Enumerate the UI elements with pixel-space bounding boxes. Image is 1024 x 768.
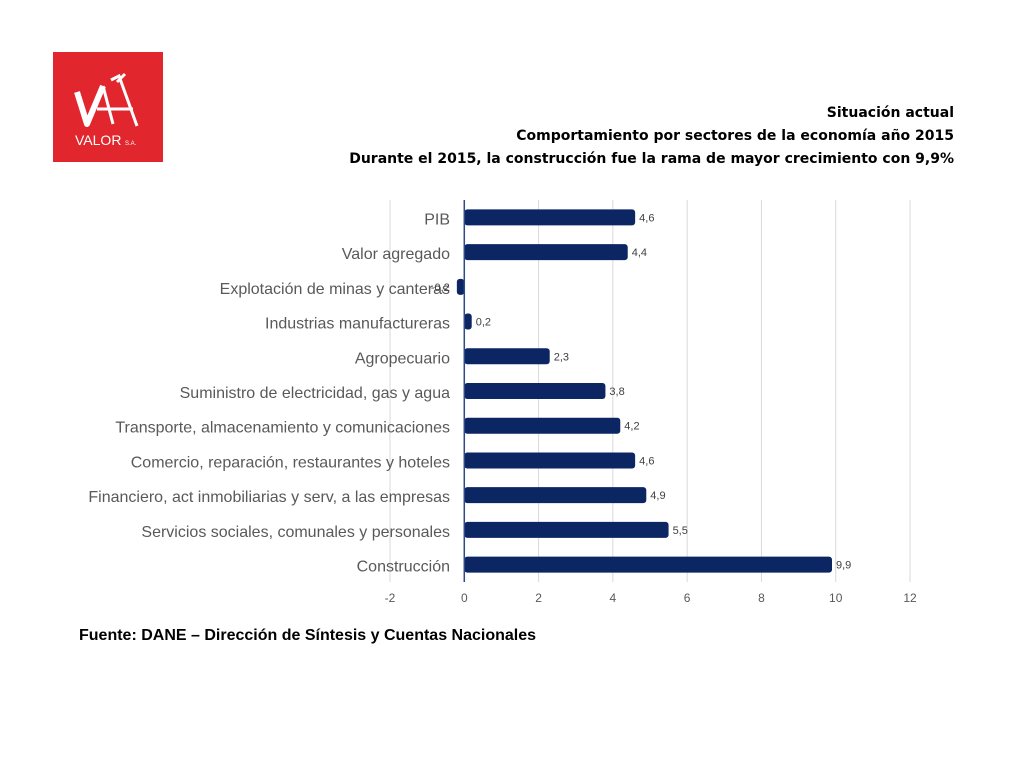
category-label: PIB [424, 211, 450, 228]
bar [464, 383, 606, 399]
value-label: 9,9 [836, 560, 851, 572]
slide-header: Situación actual Comportamiento por sect… [349, 102, 954, 171]
bar [464, 313, 472, 330]
category-label: Suministro de electricidad, gas y agua [180, 385, 450, 402]
header-line-1: Situación actual [826, 105, 954, 121]
category-label: Industrias manufactureras [265, 316, 450, 333]
value-label: 3,8 [609, 386, 624, 398]
logo-suffix: S.A. [125, 141, 137, 147]
header-line-2: Comportamiento por sectores de la econom… [516, 128, 954, 144]
logo-text: VALOR [75, 132, 121, 148]
category-label: Construcción [357, 559, 450, 576]
x-tick-label: 2 [535, 591, 542, 605]
category-label: Financiero, act inmobiliarias y serv, a … [88, 489, 450, 506]
x-tick-label: 0 [461, 591, 468, 605]
header-line-3: Durante el 2015, la construcción fue la … [349, 151, 954, 167]
bar [464, 556, 832, 573]
bar [464, 487, 647, 504]
category-label: Servicios sociales, comunales y personal… [141, 524, 450, 541]
value-label: 4,6 [639, 212, 654, 224]
x-tick-label: -2 [385, 591, 396, 605]
value-label: -0,2 [431, 282, 450, 294]
category-label: Transporte, almacenamiento y comunicacio… [115, 420, 450, 437]
bar [456, 278, 465, 295]
bar [464, 244, 628, 261]
valor-logo: VALOR S.A. [53, 52, 163, 162]
value-label: 4,4 [632, 247, 647, 259]
category-label: Comercio, reparación, restaurantes y hot… [131, 454, 450, 471]
category-label: Explotación de minas y canteras [220, 281, 450, 298]
category-label: Agropecuario [355, 350, 450, 367]
category-label: Valor agregado [342, 246, 450, 263]
value-label: 4,9 [650, 490, 665, 502]
value-label: 4,2 [624, 421, 639, 433]
x-tick-label: 12 [903, 591, 917, 605]
x-tick-label: 6 [684, 591, 691, 605]
source-note: Fuente: DANE – Dirección de Síntesis y C… [79, 627, 537, 644]
x-tick-label: 10 [829, 591, 843, 605]
bar [464, 348, 550, 365]
bar [464, 209, 636, 226]
x-tick-label: 8 [758, 591, 765, 605]
bar [464, 521, 669, 538]
bar [464, 417, 621, 434]
value-label: 4,6 [639, 455, 654, 467]
value-label: 0,2 [476, 317, 491, 329]
value-label: 2,3 [554, 351, 569, 363]
x-tick-label: 4 [610, 591, 617, 605]
bar [464, 452, 636, 469]
value-label: 5,5 [673, 525, 688, 537]
